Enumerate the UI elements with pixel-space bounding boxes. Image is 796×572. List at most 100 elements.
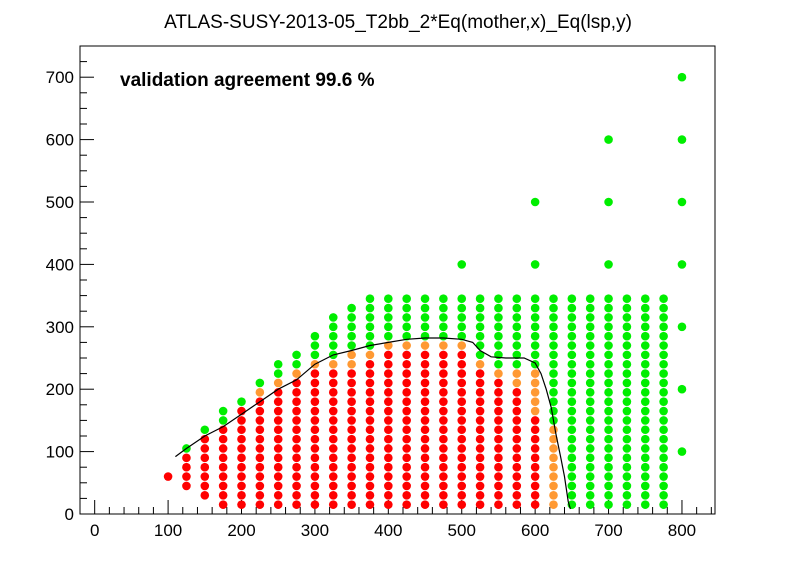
- point-red: [384, 388, 393, 397]
- point-green: [585, 416, 595, 425]
- point-green: [365, 294, 375, 304]
- point-green: [347, 331, 356, 341]
- point-green: [273, 369, 283, 378]
- point-red: [457, 378, 467, 388]
- point-green: [567, 472, 577, 481]
- point-red: [328, 462, 338, 472]
- point-green: [530, 313, 540, 322]
- point-green: [622, 434, 632, 444]
- point-green: [439, 294, 448, 304]
- point-red: [310, 462, 320, 472]
- point-green: [365, 313, 375, 322]
- point-red: [402, 350, 411, 360]
- point-red: [365, 472, 375, 481]
- point-green: [494, 313, 503, 322]
- point-red: [310, 481, 320, 491]
- point-red: [273, 406, 283, 416]
- point-green: [585, 462, 595, 472]
- point-green: [585, 500, 595, 509]
- point-red: [365, 388, 375, 397]
- point-green: [640, 444, 650, 453]
- point-orange: [530, 369, 540, 378]
- point-red: [494, 434, 503, 444]
- point-green: [549, 294, 558, 304]
- point-green: [604, 472, 613, 481]
- point-green: [384, 294, 393, 304]
- point-green: [659, 341, 668, 350]
- point-green: [585, 350, 595, 360]
- point-red: [347, 500, 356, 509]
- point-green: [659, 397, 668, 406]
- point-green: [659, 453, 668, 463]
- point-red: [384, 500, 393, 509]
- point-red: [494, 500, 503, 509]
- point-red: [475, 378, 485, 388]
- point-green: [622, 472, 632, 481]
- point-red: [530, 500, 540, 509]
- point-green: [622, 322, 632, 332]
- point-red: [512, 481, 522, 491]
- point-green: [585, 294, 595, 304]
- point-green: [310, 350, 320, 360]
- point-orange: [549, 481, 558, 491]
- point-red: [475, 406, 485, 416]
- point-green: [640, 341, 650, 350]
- point-red: [365, 416, 375, 425]
- point-green: [494, 341, 503, 350]
- point-green: [585, 322, 595, 332]
- point-green: [567, 369, 577, 378]
- point-green: [659, 444, 668, 453]
- point-red: [292, 500, 301, 509]
- point-green: [530, 260, 540, 269]
- point-green: [420, 322, 430, 332]
- point-red: [255, 453, 265, 463]
- point-green: [549, 322, 558, 332]
- point-red: [292, 434, 301, 444]
- point-red: [237, 425, 246, 435]
- point-green: [585, 341, 595, 350]
- point-red: [384, 378, 393, 388]
- point-orange: [475, 359, 485, 369]
- point-green: [585, 359, 595, 369]
- point-red: [475, 490, 485, 500]
- point-green: [585, 472, 595, 481]
- point-red: [420, 462, 430, 472]
- point-red: [457, 481, 467, 491]
- x-tick-label: 0: [90, 521, 99, 540]
- point-red: [292, 416, 301, 425]
- point-green: [530, 197, 540, 207]
- point-green: [457, 303, 467, 313]
- point-green: [604, 481, 613, 491]
- point-red: [420, 453, 430, 463]
- point-red: [182, 481, 191, 491]
- point-green: [549, 388, 558, 397]
- point-red: [420, 500, 430, 509]
- point-green: [530, 350, 540, 360]
- point-red: [347, 462, 356, 472]
- data-points: [163, 72, 687, 509]
- point-red: [402, 359, 411, 369]
- point-green: [530, 331, 540, 341]
- point-green: [622, 406, 632, 416]
- point-red: [420, 481, 430, 491]
- point-green: [512, 294, 522, 304]
- point-red: [530, 453, 540, 463]
- point-red: [273, 416, 283, 425]
- point-red: [218, 434, 228, 444]
- point-green: [604, 303, 613, 313]
- point-green: [640, 406, 650, 416]
- point-red: [494, 472, 503, 481]
- point-red: [328, 369, 338, 378]
- y-tick-label: 600: [46, 131, 74, 150]
- point-orange: [494, 369, 503, 378]
- point-green: [640, 500, 650, 509]
- point-red: [292, 490, 301, 500]
- point-green: [475, 322, 485, 332]
- point-green: [365, 331, 375, 341]
- point-red: [328, 490, 338, 500]
- point-green: [420, 303, 430, 313]
- point-orange: [530, 397, 540, 406]
- point-red: [200, 462, 210, 472]
- point-green: [622, 453, 632, 463]
